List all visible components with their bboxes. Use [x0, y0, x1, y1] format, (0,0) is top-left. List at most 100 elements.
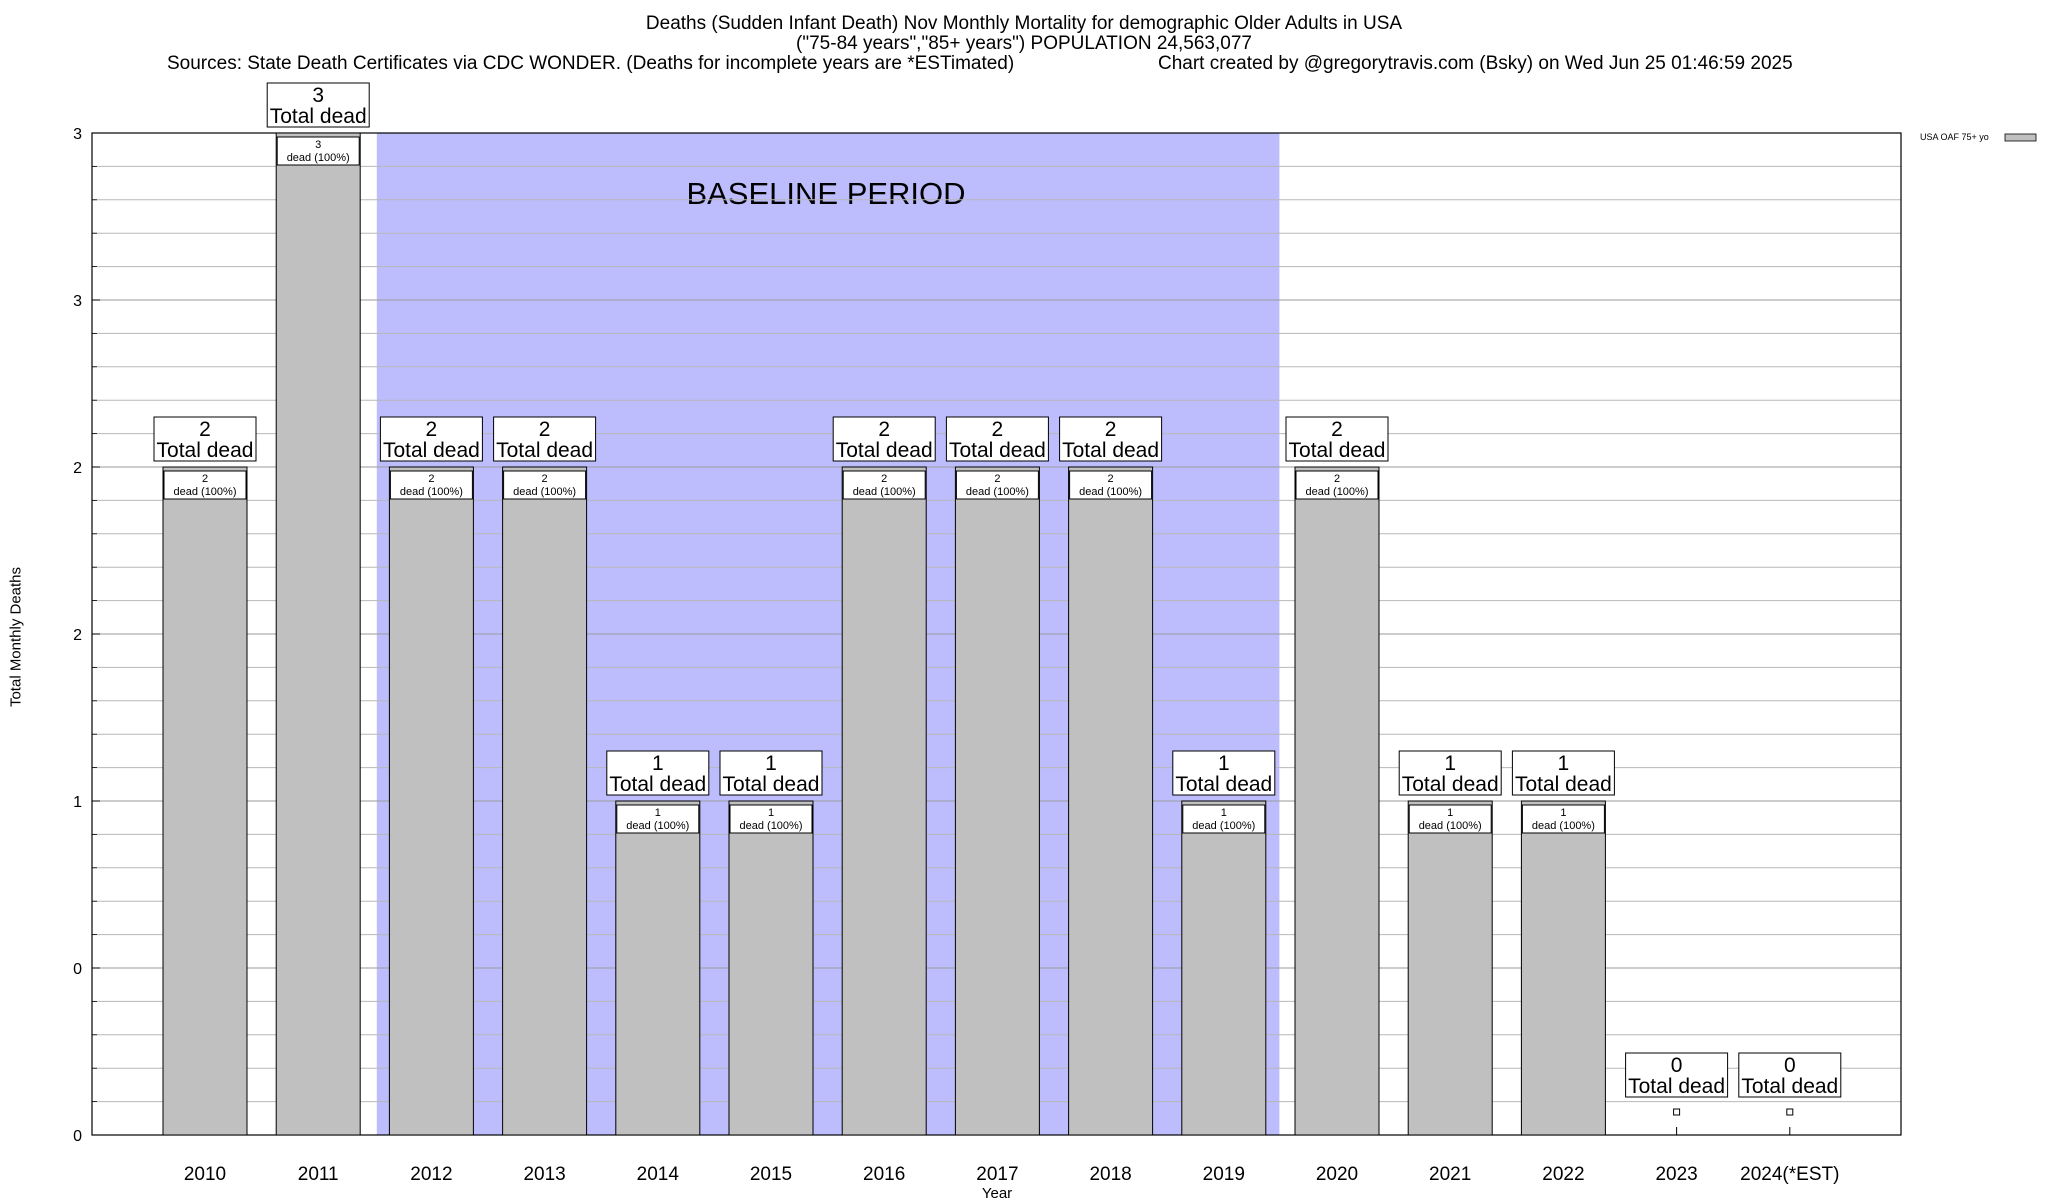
bar-total-value: 1 [652, 752, 664, 775]
x-tick-label: 2015 [750, 1164, 792, 1185]
bar [275, 132, 361, 1136]
x-tick-label: 2010 [184, 1164, 226, 1185]
bar-total-value: 0 [1784, 1054, 1796, 1077]
bar-total-label-box [1511, 750, 1615, 796]
x-tick-label: 2011 [298, 1164, 339, 1185]
bar-total-label: Total dead [609, 773, 706, 796]
bar-inner-label: dead (100%) [400, 486, 463, 498]
bar [1181, 800, 1267, 1136]
bar-total-label-box [1398, 750, 1502, 796]
bar-inner-label: dead (100%) [174, 486, 237, 498]
chart-subtitle: ("75-84 years","85+ years") POPULATION 2… [796, 33, 1252, 54]
bar-inner-label-box [616, 804, 700, 834]
y-tick-label: 3 [73, 126, 82, 143]
y-tick-label: 0 [73, 961, 82, 978]
bar-total-value: 1 [765, 752, 777, 775]
bar-inner-value: 1 [1221, 807, 1227, 819]
bar-inner-label: dead (100%) [966, 486, 1029, 498]
bar [388, 466, 474, 1136]
bar-total-label-box [379, 416, 483, 462]
bar [1294, 466, 1380, 1136]
bar-inner-label: dead (100%) [853, 486, 916, 498]
chart-title: Deaths (Sudden Infant Death) Nov Monthly… [645, 13, 1403, 34]
bar [728, 800, 814, 1136]
bar-total-label-box [945, 416, 1049, 462]
x-tick-label: 2022 [1542, 1164, 1584, 1185]
chart-source: Sources: State Death Certificates via CD… [167, 53, 1015, 74]
bar-total-label-box [1738, 1052, 1842, 1098]
bar-total-label: Total dead [1741, 1075, 1838, 1098]
bar-total-value: 1 [1444, 752, 1456, 775]
bar-total-label-box [1059, 416, 1163, 462]
bar [1407, 800, 1493, 1136]
x-tick-label: 2020 [1316, 1164, 1358, 1185]
x-tick-label: 2018 [1089, 1164, 1131, 1185]
bar-inner-value: 1 [768, 807, 774, 819]
bar-total-value: 2 [878, 418, 890, 441]
bar-inner-label-box [1069, 470, 1153, 500]
bar-total-label: Total dead [1062, 439, 1159, 462]
x-tick-label: 2023 [1655, 1164, 1697, 1185]
legend-label: USA OAF 75+ yo [1920, 132, 1989, 142]
bar-total-label: Total dead [157, 439, 254, 462]
bar-total-label: Total dead [1289, 439, 1386, 462]
bar [1520, 800, 1606, 1136]
bar-inner-label: dead (100%) [1532, 820, 1595, 832]
bar-zero-marker [1786, 1108, 1794, 1116]
bar-inner-value: 3 [315, 139, 321, 151]
x-tick-label: 2016 [863, 1164, 905, 1185]
bar-total-label: Total dead [836, 439, 933, 462]
bar-total-label-box [1285, 416, 1389, 462]
bar-inner-label-box [1182, 804, 1266, 834]
bar-total-label-box [719, 750, 823, 796]
y-tick-label: 1 [73, 794, 82, 811]
bar-total-value: 0 [1671, 1054, 1683, 1077]
bar-inner-value: 2 [202, 473, 208, 485]
x-tick-label: 2019 [1203, 1164, 1245, 1185]
bar-inner-value: 1 [1560, 807, 1566, 819]
bar-inner-label-box [276, 136, 360, 166]
bar-inner-label: dead (100%) [1306, 486, 1369, 498]
bar-total-label: Total dead [1402, 773, 1499, 796]
bar-total-label-box [266, 82, 370, 128]
bar-total-label: Total dead [270, 105, 367, 128]
baseline-period-label: BASELINE PERIOD [686, 176, 965, 211]
bar-inner-value: 2 [881, 473, 887, 485]
bar-total-value: 3 [312, 84, 324, 107]
bar-inner-label: dead (100%) [513, 486, 576, 498]
bar-inner-value: 2 [1108, 473, 1114, 485]
bar-total-label: Total dead [496, 439, 593, 462]
x-axis-label: Year [981, 1185, 1013, 1202]
bar-inner-label: dead (100%) [1419, 820, 1482, 832]
x-tick-label: 2014 [637, 1164, 680, 1185]
bar-inner-label-box [955, 470, 1039, 500]
bar-total-value: 2 [426, 418, 438, 441]
bar-inner-value: 2 [994, 473, 1000, 485]
bar [162, 466, 248, 1136]
bar-total-label-box [493, 416, 597, 462]
x-tick-label: 2021 [1429, 1164, 1471, 1185]
bar [502, 466, 588, 1136]
bar-total-label: Total dead [1515, 773, 1612, 796]
bar-total-label: Total dead [723, 773, 820, 796]
bar-total-value: 2 [539, 418, 551, 441]
bar-inner-label: dead (100%) [1079, 486, 1142, 498]
bar-inner-label: dead (100%) [740, 820, 803, 832]
bar-zero-marker [1673, 1108, 1681, 1116]
bar-inner-label-box [1295, 470, 1379, 500]
bar [841, 466, 927, 1136]
bar-inner-value: 2 [542, 473, 548, 485]
bar [1068, 466, 1154, 1136]
bar-total-value: 1 [1218, 752, 1230, 775]
bar-inner-value: 2 [428, 473, 434, 485]
bar-inner-label: dead (100%) [1192, 820, 1255, 832]
x-tick-label: 2017 [976, 1164, 1018, 1185]
y-tick-label: 3 [73, 293, 82, 310]
bar-inner-label-box [1521, 804, 1605, 834]
y-axis-label: Total Monthly Deaths [7, 566, 25, 708]
chart-credit: Chart created by @gregorytravis.com (Bsk… [1158, 53, 1793, 74]
bar [954, 466, 1040, 1136]
legend-swatch [2004, 133, 2037, 142]
y-tick-label: 2 [73, 627, 82, 644]
